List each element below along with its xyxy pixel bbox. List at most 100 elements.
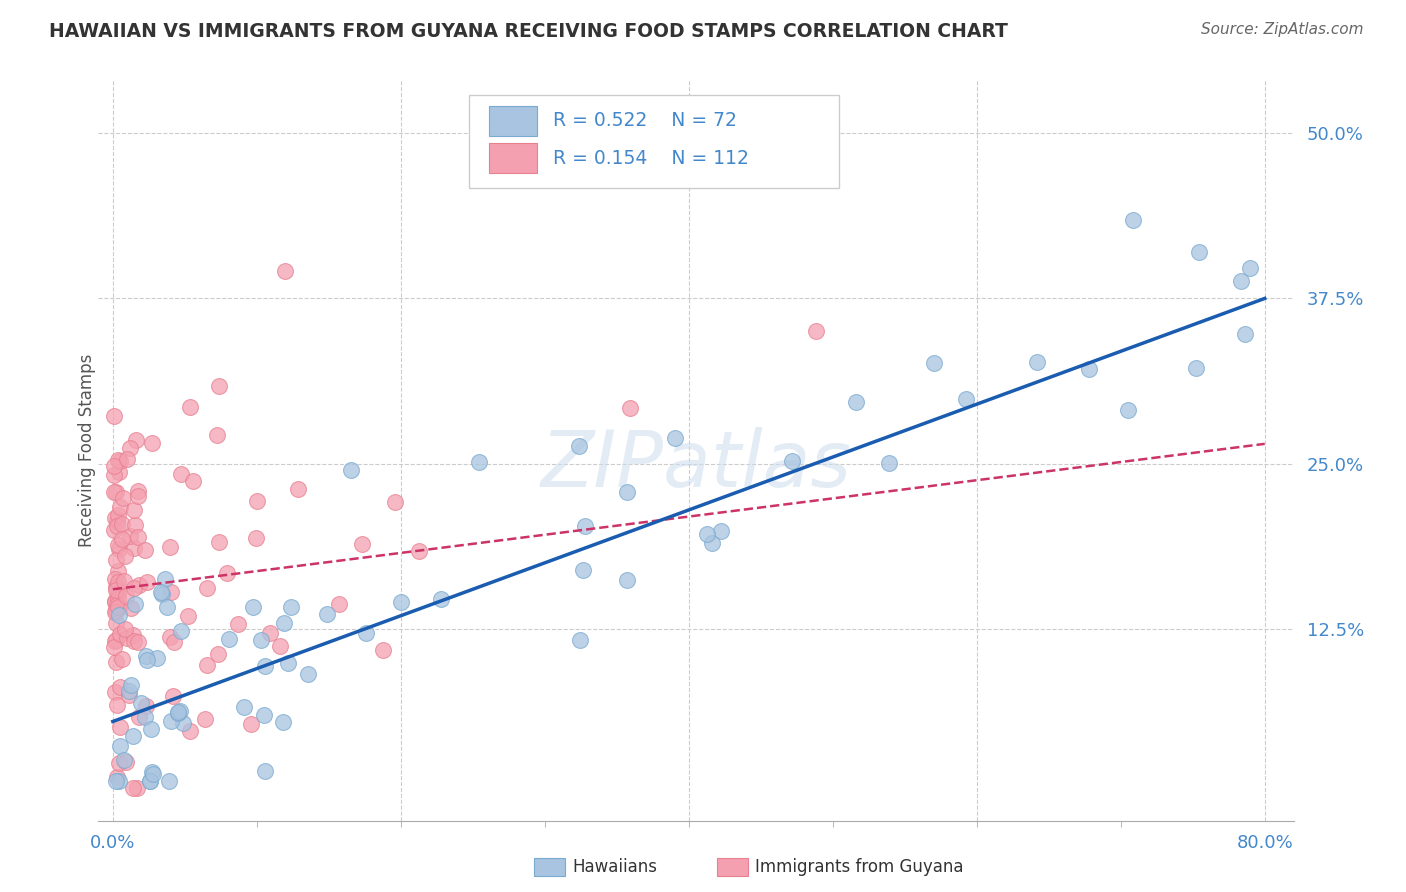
Text: Hawaiians: Hawaiians xyxy=(572,858,657,876)
Point xyxy=(104,634,127,648)
Point xyxy=(141,764,163,779)
Point xyxy=(120,678,142,692)
Point xyxy=(114,549,136,563)
Point xyxy=(135,574,157,589)
Point xyxy=(115,452,138,467)
Point xyxy=(122,581,145,595)
Point xyxy=(104,572,127,586)
Point xyxy=(207,427,229,442)
Point xyxy=(280,599,302,614)
Point xyxy=(315,607,337,622)
Point xyxy=(105,583,128,598)
Point xyxy=(1239,261,1261,276)
Point xyxy=(105,519,128,533)
FancyBboxPatch shape xyxy=(489,144,537,173)
Point xyxy=(107,598,129,612)
Point xyxy=(138,774,160,789)
Point xyxy=(155,572,177,586)
Point xyxy=(108,627,131,641)
Point xyxy=(955,392,977,406)
Point xyxy=(1025,354,1047,368)
Point xyxy=(105,774,128,789)
Point xyxy=(105,580,128,594)
Point xyxy=(103,510,125,524)
Point xyxy=(389,595,412,609)
Point xyxy=(111,532,134,546)
Point xyxy=(122,628,145,642)
Point xyxy=(208,378,231,392)
Point xyxy=(103,409,125,424)
Point xyxy=(103,640,125,655)
Point xyxy=(159,631,181,645)
Point xyxy=(782,453,804,467)
Point xyxy=(134,710,156,724)
Point xyxy=(408,544,430,558)
Point xyxy=(574,519,596,533)
Point xyxy=(328,598,350,612)
Point xyxy=(108,774,131,789)
Y-axis label: Receiving Food Stamps: Receiving Food Stamps xyxy=(79,354,96,547)
Point xyxy=(127,484,149,499)
Point xyxy=(107,453,129,467)
Point xyxy=(297,667,319,681)
Point xyxy=(242,599,264,614)
FancyBboxPatch shape xyxy=(489,106,537,136)
Point xyxy=(710,524,733,539)
Point xyxy=(105,698,128,712)
Point xyxy=(127,635,149,649)
Point xyxy=(111,652,134,666)
Point xyxy=(218,632,240,646)
Point xyxy=(169,704,191,718)
Point xyxy=(162,689,184,703)
Point xyxy=(105,604,128,618)
Point xyxy=(924,356,946,370)
Point xyxy=(429,592,451,607)
Point xyxy=(103,458,125,473)
Text: R = 0.154    N = 112: R = 0.154 N = 112 xyxy=(553,148,748,168)
Point xyxy=(107,591,129,606)
Point xyxy=(104,633,127,648)
Point xyxy=(115,755,138,769)
Point xyxy=(145,650,167,665)
Point xyxy=(804,324,827,338)
Point xyxy=(1122,212,1144,227)
Point xyxy=(141,436,163,450)
Point xyxy=(156,600,179,615)
Point xyxy=(135,699,157,714)
Point xyxy=(354,625,377,640)
Point xyxy=(373,642,395,657)
Point xyxy=(879,456,901,470)
Point xyxy=(104,655,127,669)
Point xyxy=(105,553,128,567)
Point xyxy=(1077,361,1099,376)
Point xyxy=(271,714,294,729)
Point xyxy=(104,485,127,500)
Point xyxy=(108,739,131,753)
Point xyxy=(167,705,190,719)
Point xyxy=(215,566,238,581)
Text: ZIPatlas: ZIPatlas xyxy=(540,427,852,503)
Point xyxy=(274,264,297,278)
Point xyxy=(118,529,141,543)
Point xyxy=(114,589,136,603)
Point xyxy=(105,579,128,593)
Point xyxy=(568,440,591,454)
Point xyxy=(468,455,491,469)
Point xyxy=(129,696,152,710)
Point xyxy=(245,532,267,546)
Point xyxy=(124,517,146,532)
Point xyxy=(207,647,229,661)
Point xyxy=(107,586,129,600)
Point xyxy=(138,774,160,789)
Point xyxy=(177,608,200,623)
Point xyxy=(172,716,194,731)
Point xyxy=(104,685,127,699)
Point xyxy=(107,508,129,523)
Text: Source: ZipAtlas.com: Source: ZipAtlas.com xyxy=(1201,22,1364,37)
Point xyxy=(619,401,641,415)
Point xyxy=(277,656,299,670)
Point xyxy=(1116,403,1139,417)
Point xyxy=(226,617,249,632)
Point xyxy=(104,603,127,617)
Point xyxy=(1185,361,1208,376)
